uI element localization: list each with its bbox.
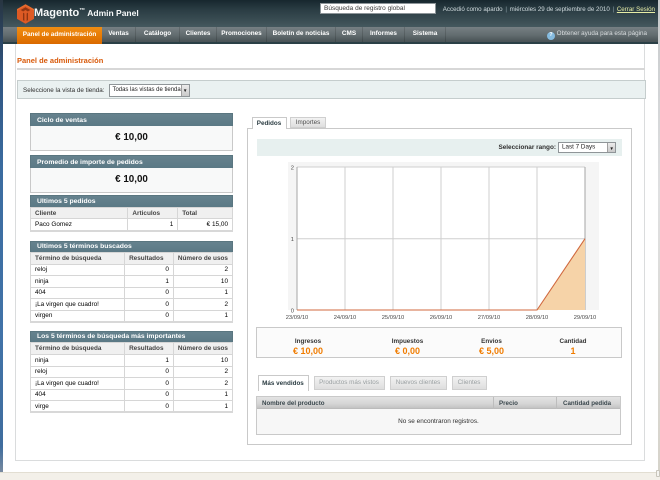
svg-text:28/09/10: 28/09/10 [526,315,549,321]
svg-text:26/09/10: 26/09/10 [430,315,453,321]
svg-text:1: 1 [291,237,294,243]
svg-text:0: 0 [291,309,294,315]
svg-text:24/09/10: 24/09/10 [334,315,357,321]
svg-text:2: 2 [291,166,294,172]
svg-text:27/09/10: 27/09/10 [478,315,501,321]
svg-text:29/09/10: 29/09/10 [574,315,597,321]
svg-text:25/09/10: 25/09/10 [382,315,405,321]
svg-text:23/09/10: 23/09/10 [286,315,309,321]
